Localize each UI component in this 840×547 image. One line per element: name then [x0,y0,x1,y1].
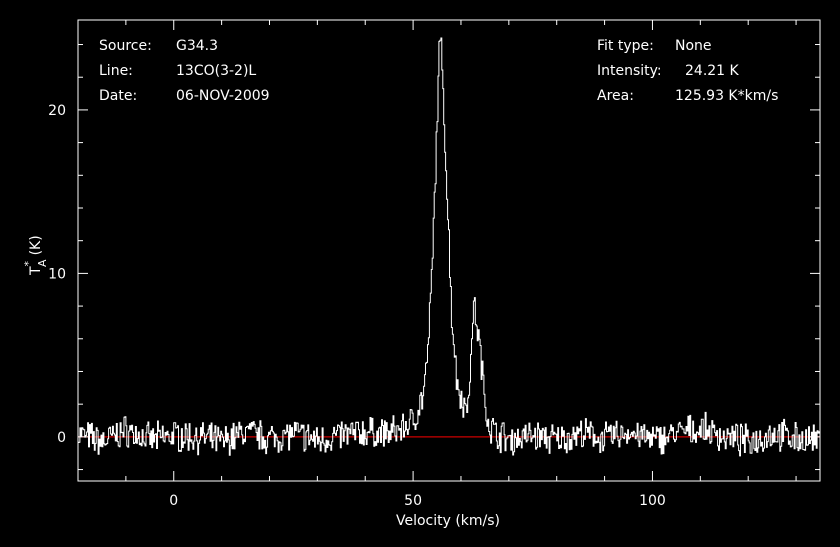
x-tick-label: 100 [639,493,666,509]
date-label: Date: [99,88,137,104]
area-value: 125.93 K*km/s [675,88,778,104]
y-axis-title-sub: A [36,259,49,267]
plot-frame [77,19,821,482]
y-tick-label: 0 [57,430,66,446]
y-axis-title-text: T*A (K) [22,235,49,276]
area-label: Area: [597,88,634,104]
x-tick-label: 0 [169,493,178,509]
intensity-value: 24.21 K [685,63,740,79]
line-label: Line: [99,63,133,79]
date-value: 06-NOV-2009 [176,88,270,104]
chart-marks: 0 50 100 0 10 20 [48,19,821,509]
y-tick-label: 20 [48,103,66,119]
source-label: Source: [99,38,152,54]
source-value: G34.3 [176,38,218,54]
fit-type-value: None [675,38,712,54]
y-axis-title-unit: (K) [28,235,44,255]
intensity-label: Intensity: [597,63,662,79]
x-axis-title: Velocity (km/s) [396,513,500,529]
line-value: 13CO(3-2)L [176,63,256,79]
y-axis-title-main: T [28,266,44,276]
y-axis-title-sup: * [22,260,35,266]
spectrum-line [78,37,821,457]
fit-type-label: Fit type: [597,38,654,54]
x-tick-label: 50 [404,493,422,509]
y-axis-title: T*A (K) [22,235,49,276]
y-tick-label: 10 [48,266,66,282]
